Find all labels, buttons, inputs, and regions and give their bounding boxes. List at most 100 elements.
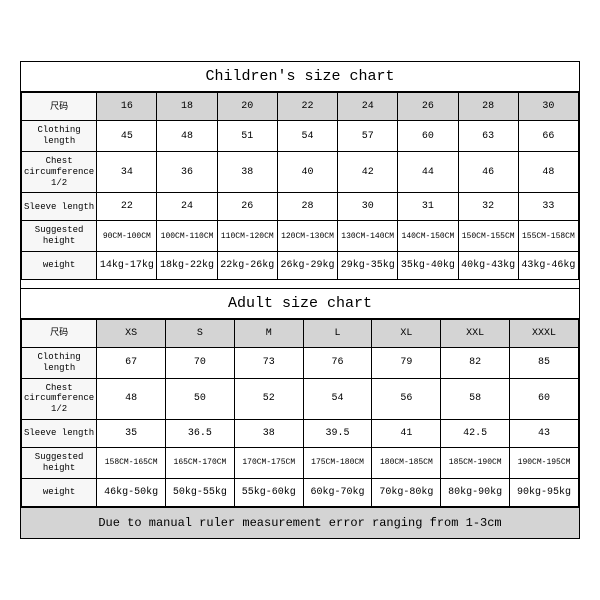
children-row-label: Sleeve length xyxy=(22,193,97,221)
children-cell: 35kg-40kg xyxy=(398,252,458,280)
adult-row-label: Chest circumference 1/2 xyxy=(22,378,97,419)
children-row: Chest circumference 1/23436384042444648 xyxy=(22,152,579,193)
footer-note: Due to manual ruler measurement error ra… xyxy=(21,507,579,538)
adult-cell: 76 xyxy=(303,348,372,379)
adult-cell: 60 xyxy=(510,378,579,419)
adult-table: 尺码 XS S M L XL XXL XXXL Clothing length6… xyxy=(21,319,579,507)
adult-row-label: Sleeve length xyxy=(22,419,97,447)
children-cell: 22 xyxy=(97,193,157,221)
children-cell: 33 xyxy=(518,193,578,221)
children-row: weight14kg-17kg18kg-22kg22kg-26kg26kg-29… xyxy=(22,252,579,280)
children-cell: 110CM-120CM xyxy=(217,221,277,252)
adult-cell: 54 xyxy=(303,378,372,419)
children-cell: 14kg-17kg xyxy=(97,252,157,280)
adult-size: XS xyxy=(97,320,166,348)
adult-cell: 52 xyxy=(234,378,303,419)
children-cell: 120CM-130CM xyxy=(277,221,337,252)
children-row-label: weight xyxy=(22,252,97,280)
children-cell: 18kg-22kg xyxy=(157,252,217,280)
children-size: 28 xyxy=(458,93,518,121)
adult-cell: 175CM-180CM xyxy=(303,447,372,478)
children-cell: 31 xyxy=(398,193,458,221)
children-title: Children's size chart xyxy=(21,62,579,92)
children-header-row: 尺码 16 18 20 22 24 26 28 30 xyxy=(22,93,579,121)
adult-cell: 60kg-70kg xyxy=(303,478,372,506)
adult-cell: 43 xyxy=(510,419,579,447)
children-cell: 24 xyxy=(157,193,217,221)
children-cell: 32 xyxy=(458,193,518,221)
children-cell: 60 xyxy=(398,121,458,152)
children-size: 22 xyxy=(277,93,337,121)
adult-cell: 82 xyxy=(441,348,510,379)
children-cell: 29kg-35kg xyxy=(338,252,398,280)
children-row-label: Clothing length xyxy=(22,121,97,152)
adult-cell: 38 xyxy=(234,419,303,447)
children-cell: 30 xyxy=(338,193,398,221)
adult-cell: 56 xyxy=(372,378,441,419)
children-cell: 140CM-150CM xyxy=(398,221,458,252)
adult-cell: 180CM-185CM xyxy=(372,447,441,478)
children-size: 16 xyxy=(97,93,157,121)
children-size: 24 xyxy=(338,93,398,121)
adult-cell: 58 xyxy=(441,378,510,419)
children-cell: 63 xyxy=(458,121,518,152)
children-cell: 54 xyxy=(277,121,337,152)
adult-cell: 170CM-175CM xyxy=(234,447,303,478)
adult-cell: 36.5 xyxy=(166,419,235,447)
children-row: Sleeve length2224262830313233 xyxy=(22,193,579,221)
children-row-label: Suggested height xyxy=(22,221,97,252)
children-cell: 66 xyxy=(518,121,578,152)
adult-row-label: Clothing length xyxy=(22,348,97,379)
children-cell: 40 xyxy=(277,152,337,193)
adult-row: weight46kg-50kg50kg-55kg55kg-60kg60kg-70… xyxy=(22,478,579,506)
children-cell: 46 xyxy=(458,152,518,193)
adult-row: Sleeve length3536.53839.54142.543 xyxy=(22,419,579,447)
children-size: 30 xyxy=(518,93,578,121)
adult-size: M xyxy=(234,320,303,348)
adult-header-label: 尺码 xyxy=(22,320,97,348)
children-cell: 42 xyxy=(338,152,398,193)
children-cell: 36 xyxy=(157,152,217,193)
adult-row: Clothing length67707376798285 xyxy=(22,348,579,379)
children-cell: 150CM-155CM xyxy=(458,221,518,252)
adult-cell: 185CM-190CM xyxy=(441,447,510,478)
children-cell: 100CM-110CM xyxy=(157,221,217,252)
children-size: 26 xyxy=(398,93,458,121)
size-charts-container: Children's size chart 尺码 16 18 20 22 24 … xyxy=(20,61,580,538)
adult-cell: 48 xyxy=(97,378,166,419)
adult-size: XXL xyxy=(441,320,510,348)
children-cell: 26kg-29kg xyxy=(277,252,337,280)
children-row: Suggested height90CM-100CM100CM-110CM110… xyxy=(22,221,579,252)
adult-size: XL xyxy=(372,320,441,348)
adult-header-row: 尺码 XS S M L XL XXL XXXL xyxy=(22,320,579,348)
children-cell: 43kg-46kg xyxy=(518,252,578,280)
adult-size: L xyxy=(303,320,372,348)
adult-cell: 55kg-60kg xyxy=(234,478,303,506)
children-cell: 28 xyxy=(277,193,337,221)
adult-cell: 79 xyxy=(372,348,441,379)
adult-cell: 70 xyxy=(166,348,235,379)
children-size: 20 xyxy=(217,93,277,121)
adult-cell: 35 xyxy=(97,419,166,447)
children-cell: 22kg-26kg xyxy=(217,252,277,280)
children-cell: 40kg-43kg xyxy=(458,252,518,280)
adult-cell: 80kg-90kg xyxy=(441,478,510,506)
children-cell: 155CM-158CM xyxy=(518,221,578,252)
adult-row-label: Suggested height xyxy=(22,447,97,478)
adult-cell: 73 xyxy=(234,348,303,379)
children-cell: 34 xyxy=(97,152,157,193)
adult-cell: 90kg-95kg xyxy=(510,478,579,506)
adult-row: Suggested height158CM-165CM165CM-170CM17… xyxy=(22,447,579,478)
adult-row: Chest circumference 1/248505254565860 xyxy=(22,378,579,419)
children-size: 18 xyxy=(157,93,217,121)
adult-cell: 39.5 xyxy=(303,419,372,447)
adult-cell: 70kg-80kg xyxy=(372,478,441,506)
children-cell: 38 xyxy=(217,152,277,193)
children-cell: 90CM-100CM xyxy=(97,221,157,252)
children-row-label: Chest circumference 1/2 xyxy=(22,152,97,193)
children-cell: 45 xyxy=(97,121,157,152)
children-cell: 44 xyxy=(398,152,458,193)
children-row: Clothing length4548515457606366 xyxy=(22,121,579,152)
children-cell: 48 xyxy=(518,152,578,193)
adult-cell: 67 xyxy=(97,348,166,379)
